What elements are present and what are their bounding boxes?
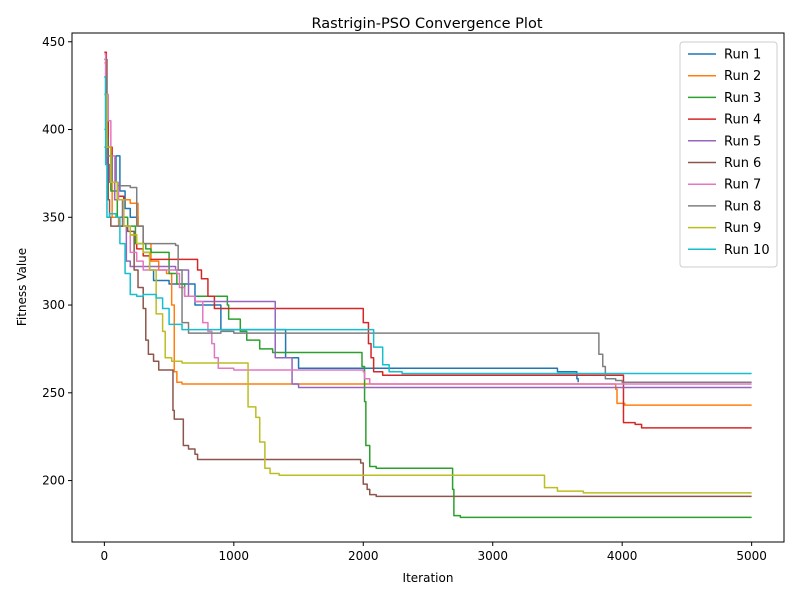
legend: Run 1 Run 2 Run 3 Run 4 Run 5 Run 6 Run 7 Run 8… xyxy=(679,41,778,268)
y-tick-label: 400 xyxy=(42,123,65,137)
legend-label: Run 10 xyxy=(724,243,770,258)
plot-area-frame xyxy=(71,32,785,543)
legend-label: Run 5 xyxy=(724,134,761,149)
x-axis: 0 1000 2000 3000 4000 5000 xyxy=(101,542,767,563)
x-tick-label: 5000 xyxy=(736,549,767,563)
x-tick-label: 3000 xyxy=(477,549,508,563)
x-tick-label: 1000 xyxy=(219,549,250,563)
legend-label: Run 6 xyxy=(724,156,761,171)
series-line-run-6 xyxy=(104,58,752,498)
legend-box xyxy=(679,41,778,268)
legend-label: Run 9 xyxy=(724,221,761,236)
legend-label: Run 7 xyxy=(724,178,761,193)
series-line-run-3 xyxy=(104,93,752,519)
y-tick-label: 350 xyxy=(42,210,65,224)
x-tick-label: 0 xyxy=(101,549,109,563)
series-line-run-10 xyxy=(104,76,752,375)
legend-label: Run 1 xyxy=(724,48,761,63)
x-tick-label: 2000 xyxy=(348,549,379,563)
x-axis-label: Iteration xyxy=(403,571,454,585)
legend-label: Run 8 xyxy=(724,199,761,214)
y-tick-label: 300 xyxy=(42,298,65,312)
y-tick-label: 200 xyxy=(42,474,65,488)
legend-label: Run 3 xyxy=(724,91,761,106)
y-axis-label: Fitness Value xyxy=(15,248,29,326)
chart-title: Rastrigin-PSO Convergence Plot xyxy=(311,16,542,32)
legend-label: Run 2 xyxy=(724,69,761,84)
y-tick-label: 250 xyxy=(42,386,65,400)
y-tick-label: 450 xyxy=(42,35,65,49)
y-axis: 200 250 300 350 400 450 xyxy=(42,35,72,488)
series-layer xyxy=(104,51,752,519)
series-line-run-9 xyxy=(104,93,752,494)
x-tick-label: 4000 xyxy=(607,549,638,563)
legend-label: Run 4 xyxy=(724,113,761,128)
